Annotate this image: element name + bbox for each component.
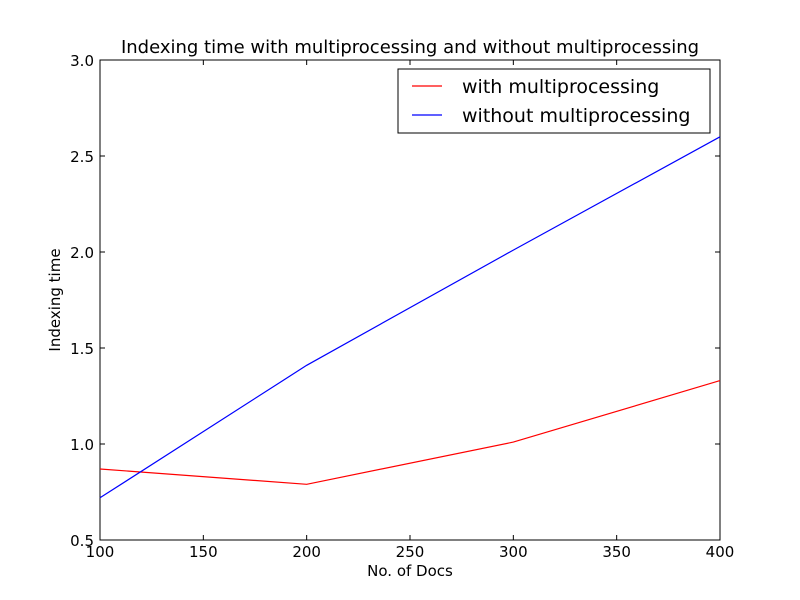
legend-box — [397, 68, 711, 134]
x-axis-label: No. of Docs — [367, 562, 453, 580]
y-tick-label: 2.0 — [70, 244, 94, 262]
legend: with multiprocessing without multiproces… — [397, 68, 711, 134]
y-axis-label: Indexing time — [46, 248, 64, 351]
y-tick-label: 1.0 — [70, 436, 94, 454]
y-tick-label: 0.5 — [70, 532, 94, 550]
y-tick-label: 1.5 — [70, 340, 94, 358]
x-axis-ticks: 100 150 200 250 300 350 400 — [86, 60, 735, 561]
x-tick-label: 200 — [292, 543, 321, 561]
chart-title: Indexing time with multiprocessing and w… — [121, 37, 699, 58]
y-axis-ticks: 0.5 1.0 1.5 2.0 2.5 3.0 — [70, 52, 720, 550]
y-tick-label: 3.0 — [70, 52, 94, 70]
x-tick-label: 400 — [706, 543, 735, 561]
series-line-with-multiprocessing — [99, 380, 721, 485]
x-tick-label: 150 — [189, 543, 218, 561]
legend-label-with-multiprocessing: with multiprocessing — [462, 76, 659, 98]
series-line-without-multiprocessing — [99, 136, 721, 499]
x-tick-label: 250 — [396, 543, 425, 561]
plot-area — [99, 59, 721, 541]
x-tick-label: 100 — [86, 543, 115, 561]
series-lines — [99, 136, 721, 499]
y-tick-label: 2.5 — [70, 148, 94, 166]
x-tick-label: 300 — [499, 543, 528, 561]
x-tick-label: 350 — [602, 543, 631, 561]
legend-label-without-multiprocessing: without multiprocessing — [462, 105, 690, 127]
